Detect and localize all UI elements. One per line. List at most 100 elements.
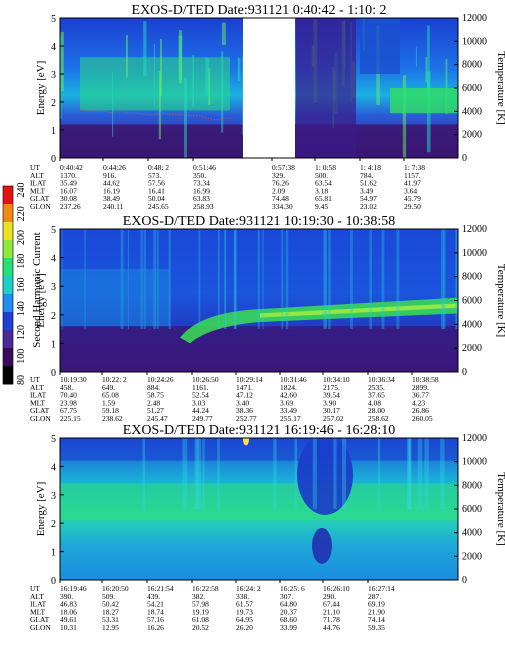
heatmap-cells [390, 88, 458, 114]
table-cell: 0:51:46 [193, 163, 216, 172]
y-tick-label: 2 [51, 311, 56, 322]
heatmap-cells [341, 438, 347, 509]
table-cell: 16.26 [147, 623, 164, 632]
table-cell: 225.15 [60, 414, 81, 423]
table-row-label: GLON [30, 202, 51, 211]
table-cell: 18.74 [147, 607, 164, 616]
y2-tick-label: 10000 [462, 457, 487, 468]
table-cell: 61.57 [236, 600, 253, 609]
heatmap-cells [262, 229, 264, 330]
table-cell: 439. [147, 592, 160, 601]
colorbar-tick-label: 240 [16, 183, 27, 198]
heatmap-cells [153, 229, 157, 330]
heatmap-cells [120, 229, 124, 330]
heatmap-cells [182, 438, 188, 509]
heatmap-cells [323, 229, 326, 330]
heatmap-cells [61, 229, 63, 330]
table-cell: 16.99 [193, 186, 210, 195]
colorbar-tick-label: 100 [16, 349, 27, 364]
table-cell: 61.08 [192, 615, 209, 624]
heatmap-cells [333, 438, 337, 509]
table-cell: 338. [236, 592, 249, 601]
heatmap-cells [360, 18, 400, 74]
table-cell: 390. [60, 592, 73, 601]
heatmap-cells [84, 229, 86, 330]
y2-axis-label: Temperature [K] [495, 51, 505, 124]
table-cell: 65.08 [102, 391, 119, 400]
table-cell: 16:21:54 [147, 584, 174, 593]
temperature-trace [79, 107, 233, 121]
chart-title: EXOS-D/TED Date:931121 10:19:30 - 10:38:… [123, 214, 395, 229]
y2-tick-label: 6000 [462, 504, 482, 515]
heatmap-cells [237, 57, 241, 82]
table-cell: 46.83 [60, 600, 77, 609]
table-cell: 16:26:10 [323, 584, 350, 593]
table-cell: 16.41 [148, 186, 165, 195]
heatmap-area [60, 229, 458, 372]
table-cell: 20.37 [280, 607, 297, 616]
table-cell: 63.54 [315, 179, 332, 188]
heatmap-cells [143, 21, 147, 77]
y-tick-label: 4 [51, 462, 56, 473]
colorbar-segment [3, 204, 13, 223]
chart-title: EXOS-D/TED Date:931121 0:40:42 - 1:10: 2 [132, 3, 387, 18]
heatmap-cells [159, 39, 162, 96]
table-row-label: MLT [30, 607, 46, 616]
table-cell: 38.36 [236, 406, 253, 415]
heatmap-cells [234, 229, 237, 330]
table-cell: 0:48: 2 [148, 163, 169, 172]
heatmap-cells [396, 229, 400, 330]
table-cell: 509. [102, 592, 115, 601]
table-cell: 245.47 [147, 414, 168, 423]
table-cell: 18.27 [102, 607, 119, 616]
colorbar-segment [3, 366, 13, 385]
heatmap-area [60, 438, 458, 580]
table-cell: 35.49 [60, 179, 77, 188]
y2-tick-label: 4000 [462, 319, 482, 330]
table-row-label: ALT [30, 592, 44, 601]
table-row-label: MLT [30, 398, 46, 407]
heatmap-area [60, 18, 458, 158]
heatmap-cells [60, 438, 458, 461]
table-cell: 0:44:26 [103, 163, 126, 172]
table-cell: 238.62 [102, 414, 123, 423]
table-cell: 54.97 [360, 194, 377, 203]
heatmap-cells [205, 57, 210, 96]
table-cell: 3.18 [315, 186, 328, 195]
panel-1: 0 1 2 3 4 5 0 2000 4000 6000 8000 10000 12000 EXOS-D/… [30, 3, 505, 211]
table-cell: 10:38:58 [412, 375, 439, 384]
y-tick-label: 4 [51, 254, 56, 265]
heatmap-cells [221, 51, 224, 133]
table-cell: 65.81 [315, 194, 332, 203]
data-gap [243, 18, 295, 158]
table-cell: 30.08 [60, 194, 77, 203]
table-cell: 4.08 [368, 398, 381, 407]
table-cell: 884. [147, 383, 160, 392]
heatmap-cells [194, 438, 199, 509]
table-cell: 50.42 [102, 600, 119, 609]
table-cell: 255.17 [280, 414, 301, 423]
y-tick-label: 3 [51, 282, 56, 293]
colorbar-frame [2, 185, 14, 385]
heatmap-cells [455, 229, 458, 330]
colorbar-segment [3, 240, 13, 259]
y-tick-label: 1 [51, 126, 56, 137]
heatmap-cells [243, 438, 249, 446]
heatmap-cells [440, 229, 444, 330]
heatmap-cells [281, 229, 284, 330]
table-cell: 784. [360, 171, 373, 180]
table-cell: 54.21 [147, 600, 164, 609]
colorbar-segment [3, 294, 13, 313]
colorbar-tick-label: 180 [16, 254, 27, 269]
y2-tick-label: 12000 [462, 13, 487, 24]
table-cell: 63.83 [193, 194, 210, 203]
table-cell: 258.62 [368, 414, 389, 423]
table-cell: 38.49 [103, 194, 120, 203]
table-cell: 64.80 [280, 600, 297, 609]
heatmap-cells [192, 54, 195, 108]
table-cell: 1471. [236, 383, 253, 392]
heatmap-cells [427, 25, 430, 100]
table-cell: 21.90 [368, 607, 385, 616]
table-cell: 252.77 [236, 414, 257, 423]
table-cell: 33.49 [280, 406, 297, 415]
